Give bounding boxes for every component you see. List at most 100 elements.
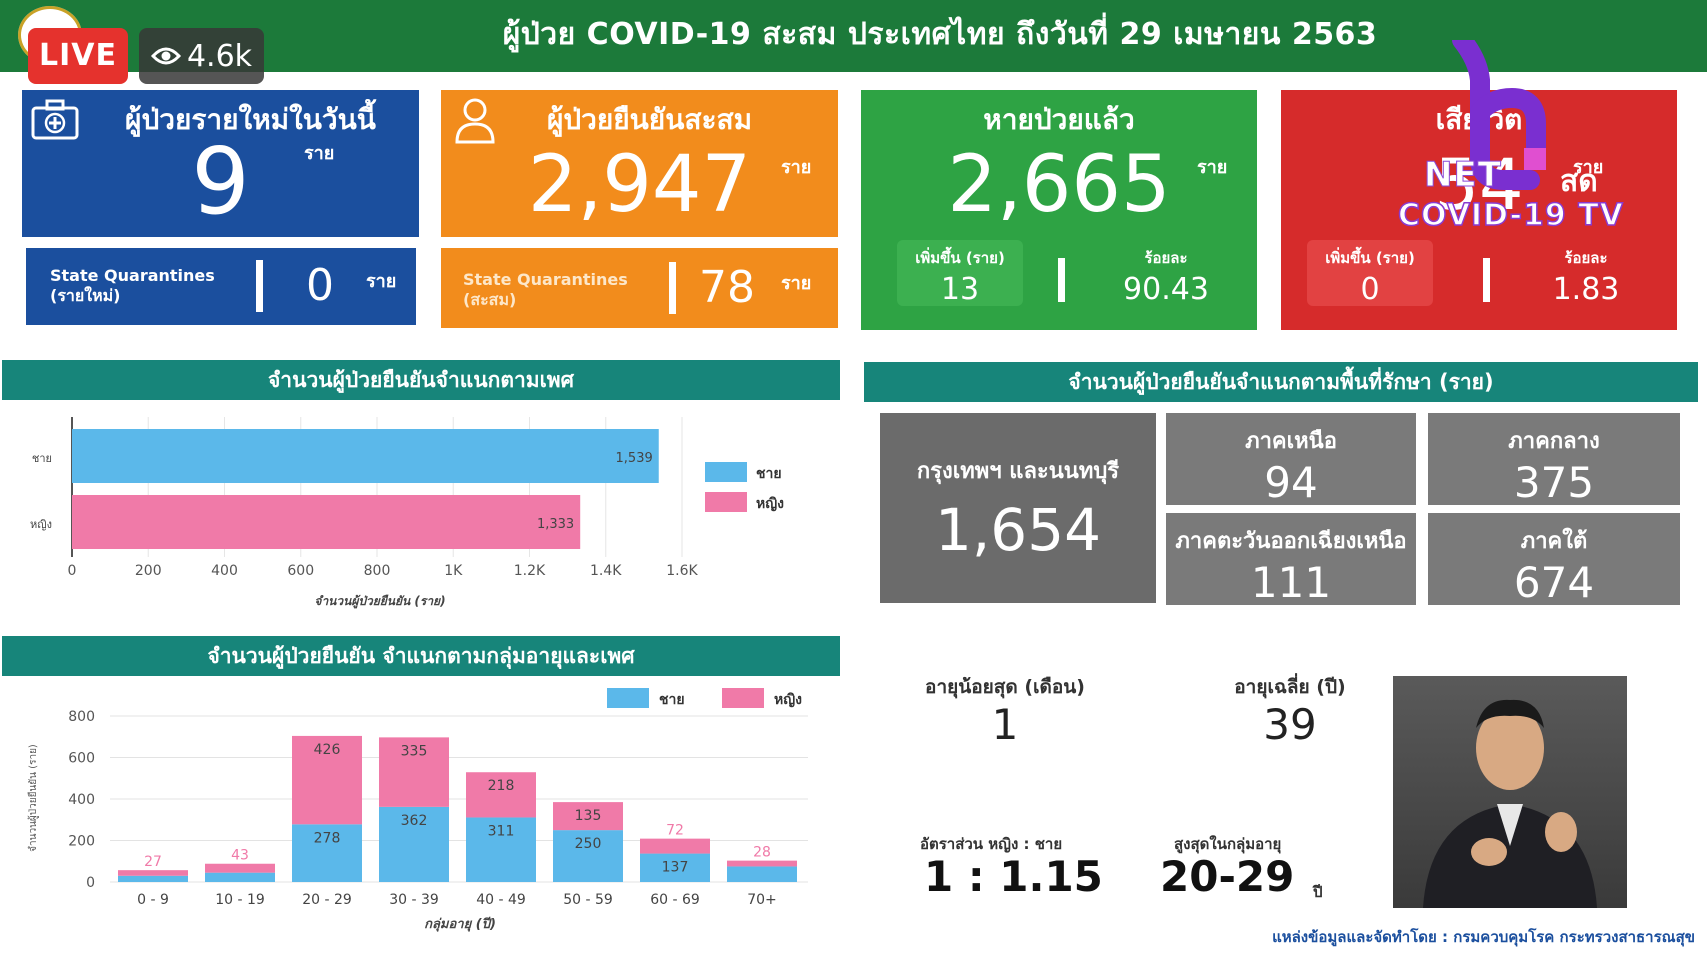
ratio-value: 1 : 1.15 xyxy=(924,852,1103,901)
bar-segment xyxy=(379,806,449,882)
recovered-add-value: 13 xyxy=(940,272,980,307)
region-south: ภาคใต้ 674 xyxy=(1428,513,1680,607)
bar-value-label: 426 xyxy=(314,742,341,758)
age-stacked-bar-chart: 0 200 400 600 800 จำนวนผู้ป่วยยืนยัน (ราย) 27 0… xyxy=(27,688,808,932)
new-cases-card: ผู้ป่วยรายใหม่ในวันนี้ 9 ราย xyxy=(22,90,419,237)
x-axis-label: กลุ่มอายุ (ปี) xyxy=(424,916,496,932)
bar-value-label: 1,539 xyxy=(616,451,653,466)
new-cases-label: ผู้ป่วยรายใหม่ในวันนี้ xyxy=(125,103,376,136)
deaths-unit: ราย xyxy=(1573,157,1604,178)
header-bar: ผู้ป่วย COVID-19 สะสม ประเทศไทย ถึงวันที… xyxy=(0,0,1707,72)
deaths-add-label: เพิ่มขึ้น (ราย) xyxy=(1325,249,1415,267)
region-section-title: จำนวนผู้ป่วยยืนยันจำแนกตามพื้นที่รักษา (… xyxy=(864,362,1698,402)
bar-segment xyxy=(640,838,710,854)
sign-language-interpreter xyxy=(1393,676,1627,908)
y-tick-label: 400 xyxy=(68,792,95,808)
legend-label: หญิง xyxy=(774,692,802,708)
channel-logo-icon xyxy=(1452,40,1546,190)
confirmed-sq-card: State Quarantines (สะสม) 78 ราย xyxy=(441,248,838,328)
bar-value-label: 250 xyxy=(575,836,602,852)
recovered-pct-box: ร้อยละ 90.43 xyxy=(1101,240,1231,307)
recovered-add-box: เพิ่มขึ้น (ราย) 13 xyxy=(897,240,1023,307)
legend-label: หญิง xyxy=(756,496,784,512)
x-tick-label: 40 - 49 xyxy=(476,892,526,908)
x-tick-label: 400 xyxy=(211,563,238,579)
deaths-card: เสีย วิต 54 ราย เพิ่มขึ้น (ราย) 0 ร้อยละ… xyxy=(1281,90,1677,330)
confirmed-value: 2,947 xyxy=(527,140,752,230)
region-bangkok: กรุงเทพฯ และนนทบุรี 1,654 xyxy=(880,413,1156,603)
region-label: ภาคเหนือ xyxy=(1245,429,1337,454)
bar-segment xyxy=(553,802,623,831)
divider xyxy=(1483,258,1490,302)
x-tick-label: 50 - 59 xyxy=(563,892,613,908)
recovered-card: หายป่วยแล้ว 2,665 ราย เพิ่มขึ้น (ราย) 13… xyxy=(861,90,1257,330)
deaths-add-value: 0 xyxy=(1360,272,1380,307)
channel-program: COVID-19 TV xyxy=(1397,197,1624,234)
x-tick-label: 10 - 19 xyxy=(215,892,265,908)
avg-age-label: อายุเฉลี่ย (ปี) xyxy=(1234,676,1346,698)
legend-swatch xyxy=(705,462,747,482)
category-label: ชาย xyxy=(32,452,52,465)
bar-value-label: 218 xyxy=(488,778,515,794)
viewer-count: 4.6k xyxy=(139,28,264,84)
bar-value-label: 311 xyxy=(488,823,515,839)
bar-segment xyxy=(727,866,797,882)
bar-value-label: 28 xyxy=(753,845,771,861)
y-tick-label: 200 xyxy=(68,834,95,850)
new-sq-unit: ราย xyxy=(366,271,397,292)
x-tick-label: 200 xyxy=(135,563,162,579)
peak-age-value: 20-29 xyxy=(1160,852,1295,901)
bar-0 xyxy=(72,429,659,483)
bar-1 xyxy=(72,495,581,549)
bar-segment xyxy=(118,875,188,882)
new-sq-value: 0 xyxy=(306,260,334,311)
page-title: ผู้ป่วย COVID-19 สะสม ประเทศไทย ถึงวันที… xyxy=(502,17,1378,52)
x-tick-label: 1.6K xyxy=(666,563,698,579)
x-tick-label: 1.4K xyxy=(590,563,622,579)
channel-live-text: สด xyxy=(1560,164,1598,199)
confirmed-sq-unit: ราย xyxy=(781,273,812,294)
new-sq-label: State Quarantines xyxy=(50,266,215,285)
confirmed-sq-sublabel: (สะสม) xyxy=(463,290,517,309)
person-icon xyxy=(455,98,495,144)
peak-age-unit: ปี xyxy=(1313,883,1323,901)
x-tick-label: 30 - 39 xyxy=(389,892,439,908)
x-tick-label: 0 xyxy=(68,563,77,579)
region-central: ภาคกลาง 375 xyxy=(1428,413,1680,507)
bar-segment xyxy=(292,824,362,882)
bar-value-label: 27 xyxy=(144,854,162,870)
recovered-pct-label: ร้อยละ xyxy=(1144,249,1188,267)
ratio-label: อัตราส่วน หญิง : ชาย xyxy=(920,835,1063,853)
x-tick-label: 60 - 69 xyxy=(650,892,700,908)
region-value: 111 xyxy=(1250,558,1332,607)
channel-name: NET xyxy=(1424,155,1502,196)
legend-swatch xyxy=(705,492,747,512)
bar-segment xyxy=(727,860,797,867)
x-axis-label: จำนวนผู้ป่วยยืนยัน (ราย) xyxy=(314,594,445,609)
new-sq-sublabel: (รายใหม่) xyxy=(50,286,121,305)
region-north: ภาคเหนือ 94 xyxy=(1166,413,1416,507)
medical-kit-icon xyxy=(31,99,79,140)
recovered-pct-value: 90.43 xyxy=(1123,272,1209,307)
confirmed-card: ผู้ป่วยยืนยันสะสม 2,947 ราย xyxy=(441,90,838,237)
new-cases-value: 9 xyxy=(191,128,250,235)
y-tick-label: 600 xyxy=(68,751,95,767)
live-badge: LIVE xyxy=(28,28,128,84)
legend-swatch xyxy=(607,688,649,708)
x-tick-label: 20 - 29 xyxy=(302,892,352,908)
bar-segment xyxy=(118,870,188,876)
region-northeast: ภาคตะวันออกเฉียงเหนือ 111 xyxy=(1166,513,1416,607)
recovered-unit: ราย xyxy=(1197,157,1228,178)
region-label: ภาคตะวันออกเฉียงเหนือ xyxy=(1175,529,1407,554)
data-source: แหล่งข้อมูลและจัดทำโดย : กรมควบคุมโรค กร… xyxy=(1272,928,1695,946)
region-label: ภาคใต้ xyxy=(1520,529,1588,554)
viewer-count-value: 4.6k xyxy=(186,38,253,74)
bar-value-label: 135 xyxy=(575,808,602,824)
bar-value-label: 72 xyxy=(666,823,684,839)
x-tick-label: 1.2K xyxy=(514,563,546,579)
confirmed-sq-value: 78 xyxy=(699,262,755,313)
bar-value-label: 335 xyxy=(401,743,428,759)
bar-value-label: 1,333 xyxy=(537,517,574,532)
y-tick-label: 800 xyxy=(68,709,95,725)
category-label: หญิง xyxy=(30,518,52,531)
